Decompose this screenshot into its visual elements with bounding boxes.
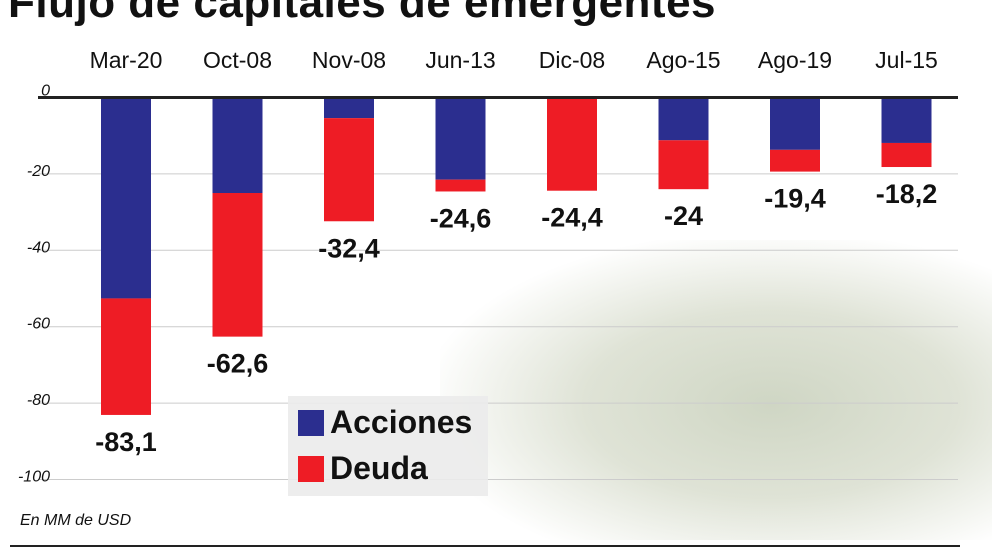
x-tick-label: Jun-13 bbox=[425, 47, 495, 73]
bar-acciones bbox=[658, 97, 709, 141]
bar-deuda bbox=[435, 179, 486, 192]
divider bbox=[10, 545, 960, 547]
x-tick-label: Nov-08 bbox=[312, 47, 386, 73]
bar-deuda bbox=[101, 298, 151, 415]
x-tick-label: Ago-19 bbox=[758, 47, 832, 73]
y-tick-label: -100 bbox=[18, 469, 50, 486]
y-tick-label: -80 bbox=[27, 392, 50, 409]
bar-deuda bbox=[658, 140, 709, 190]
data-label: -24 bbox=[664, 201, 703, 231]
data-label: -18,2 bbox=[876, 179, 938, 209]
bar-acciones bbox=[212, 97, 263, 193]
bar-acciones bbox=[435, 97, 486, 180]
y-tick-label: -60 bbox=[27, 316, 50, 333]
legend-label: Acciones bbox=[330, 404, 473, 440]
data-label: -32,4 bbox=[318, 233, 380, 263]
units-note: En MM de USD bbox=[20, 512, 132, 529]
data-label: -24,6 bbox=[430, 203, 492, 233]
data-label: -62,6 bbox=[207, 349, 269, 379]
x-tick-label: Dic-08 bbox=[539, 47, 605, 73]
bar-acciones bbox=[881, 97, 932, 143]
bar-acciones bbox=[770, 97, 820, 150]
legend: Acciones Deuda bbox=[288, 396, 488, 496]
bar-acciones bbox=[101, 97, 151, 299]
legend-swatch-deuda bbox=[298, 455, 324, 482]
legend-label: Deuda bbox=[330, 450, 428, 486]
chart-title: Flujo de capitales de emergentes bbox=[8, 0, 717, 27]
legend-item-deuda: Deuda bbox=[298, 450, 428, 487]
bar-deuda bbox=[881, 142, 932, 168]
bar-acciones bbox=[324, 97, 374, 119]
legend-item-acciones: Acciones bbox=[298, 404, 472, 441]
bar-deuda bbox=[212, 193, 263, 337]
x-tick-label: Jul-15 bbox=[875, 47, 938, 73]
x-tick-label: Ago-15 bbox=[646, 47, 720, 73]
bar-deuda bbox=[547, 97, 597, 191]
data-label: -19,4 bbox=[764, 184, 826, 214]
y-tick-label: -20 bbox=[27, 163, 50, 180]
data-label: -24,4 bbox=[541, 203, 603, 233]
y-tick-label: 0 bbox=[41, 83, 50, 100]
bar-deuda bbox=[770, 149, 820, 172]
money-background-image bbox=[440, 240, 992, 540]
data-label: -83,1 bbox=[95, 427, 157, 457]
legend-swatch-acciones bbox=[298, 409, 324, 436]
x-tick-label: Mar-20 bbox=[90, 47, 163, 73]
y-tick-label: -40 bbox=[27, 239, 50, 256]
bar-deuda bbox=[324, 118, 374, 222]
x-tick-label: Oct-08 bbox=[203, 47, 272, 73]
